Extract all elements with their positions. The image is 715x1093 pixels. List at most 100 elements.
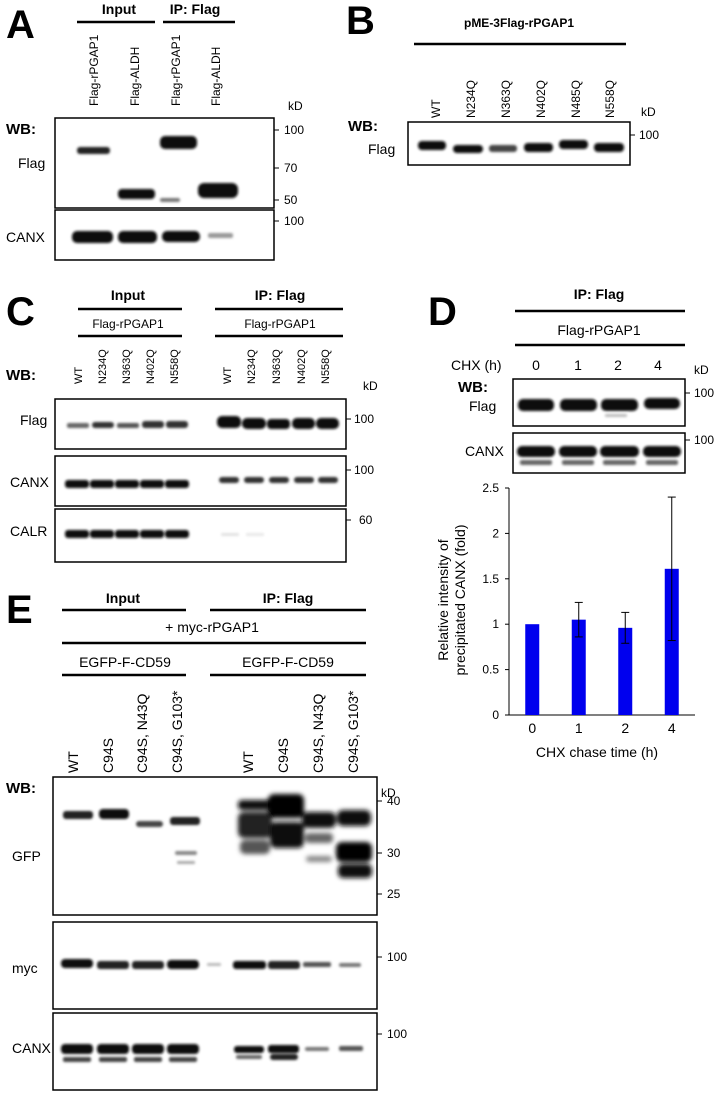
chart-x-tick-label: 4 bbox=[668, 720, 676, 736]
wb-label-b: WB: bbox=[348, 118, 378, 135]
band bbox=[117, 423, 139, 428]
band bbox=[99, 1057, 127, 1062]
lane-label-c-8: N363Q bbox=[271, 349, 283, 384]
band bbox=[517, 446, 555, 457]
lane-label-c-2: N234Q bbox=[97, 349, 109, 384]
bands-myc-e bbox=[61, 959, 361, 969]
panel-letter-d: D bbox=[428, 290, 457, 334]
mw-marker-c-calr: 60 bbox=[359, 513, 373, 527]
chart-bar bbox=[525, 624, 540, 715]
band bbox=[90, 530, 114, 538]
mw-marker-c-canx: 100 bbox=[354, 463, 374, 477]
bands-canx-a bbox=[72, 231, 233, 243]
wb-label-a: WB: bbox=[6, 121, 36, 138]
band bbox=[270, 1054, 298, 1060]
blot-label-flag-d: Flag bbox=[469, 398, 496, 414]
band bbox=[221, 533, 239, 536]
chart-y-tick-label: 0.5 bbox=[482, 663, 499, 677]
band bbox=[65, 530, 89, 538]
blot-label-flag-b: Flag bbox=[368, 141, 395, 157]
lane-label-b-4: N402Q bbox=[534, 80, 548, 118]
band bbox=[136, 821, 163, 827]
band bbox=[643, 446, 681, 457]
blot-frame-gfp-e bbox=[52, 776, 378, 916]
chart-y-tick-label: 1.5 bbox=[482, 572, 499, 586]
lane-label-e-1: WT bbox=[65, 751, 81, 773]
blot-label-canx-c: CANX bbox=[10, 474, 50, 490]
lane-label-e-5: WT bbox=[240, 751, 256, 773]
band bbox=[134, 1057, 162, 1062]
band bbox=[605, 414, 627, 417]
band bbox=[233, 961, 266, 969]
bands-canx-e bbox=[61, 1044, 363, 1062]
blot-label-myc-e: myc bbox=[12, 960, 38, 976]
bands-flag-c bbox=[67, 416, 339, 429]
band bbox=[65, 480, 89, 488]
bands-canx-d bbox=[517, 446, 681, 465]
mw-marker-c-flag: 100 bbox=[354, 412, 374, 426]
band bbox=[208, 233, 233, 238]
band bbox=[63, 811, 93, 819]
band bbox=[217, 416, 241, 428]
band bbox=[644, 398, 680, 409]
band bbox=[236, 1055, 262, 1059]
chart-x-axis-label: CHX chase time (h) bbox=[536, 744, 658, 760]
blot-label-canx-e: CANX bbox=[12, 1040, 52, 1056]
panel-b: B pME-3Flag-rPGAP1 WT N234Q N363Q N402Q … bbox=[346, 0, 659, 166]
band bbox=[177, 861, 195, 864]
band bbox=[418, 141, 446, 150]
group-label-ip-flag-e: IP: Flag bbox=[263, 590, 314, 606]
bands-flag-a bbox=[77, 136, 238, 202]
lane-label-e-6: C94S bbox=[275, 738, 291, 773]
band bbox=[97, 1044, 129, 1054]
band bbox=[292, 418, 315, 429]
canx-quantification-chart: Relative intensity of precipitated CANX … bbox=[435, 481, 695, 760]
kd-label-e: kD bbox=[381, 786, 396, 800]
band bbox=[175, 851, 197, 855]
blot-frame-flag-a bbox=[54, 117, 275, 209]
lane-label-e-2: C94S bbox=[100, 738, 116, 773]
mw-marker-a-100: 100 bbox=[284, 123, 304, 137]
band bbox=[518, 399, 554, 411]
lane-label-b-1: WT bbox=[429, 99, 443, 118]
panel-a: A Input IP: Flag Flag-rPGAP1 Flag-ALDH F… bbox=[6, 1, 304, 261]
band bbox=[77, 147, 110, 154]
panel-letter-a: A bbox=[6, 3, 35, 47]
wb-label-e: WB: bbox=[6, 780, 36, 797]
timepoint-label-d-0: 0 bbox=[532, 357, 540, 373]
bands-gfp-e-input bbox=[63, 809, 200, 864]
lane-label-c-3: N363Q bbox=[121, 349, 133, 384]
mw-marker-a-70: 70 bbox=[284, 161, 298, 175]
lane-label-a-2: Flag-ALDH bbox=[128, 47, 142, 106]
band bbox=[160, 136, 197, 149]
chart-x-tick-label: 2 bbox=[621, 720, 629, 736]
chx-label-d: CHX (h) bbox=[451, 357, 502, 373]
band bbox=[165, 480, 189, 488]
lane-label-b-3: N363Q bbox=[499, 80, 513, 118]
band bbox=[294, 477, 314, 483]
band bbox=[92, 422, 114, 428]
lane-label-b-5: N485Q bbox=[569, 80, 583, 118]
construct-label-e-input: EGFP-F-CD59 bbox=[79, 654, 171, 670]
band bbox=[244, 477, 264, 483]
lane-label-c-6: WT bbox=[222, 367, 234, 384]
band bbox=[267, 419, 290, 429]
band bbox=[219, 477, 239, 483]
band bbox=[316, 418, 339, 429]
kd-label-b: kD bbox=[641, 105, 656, 119]
lane-label-e-3: C94S, N43Q bbox=[134, 694, 150, 773]
mw-marker-d-flag: 100 bbox=[694, 386, 714, 400]
band bbox=[140, 480, 164, 488]
band bbox=[170, 817, 200, 825]
lane-label-a-1: Flag-rPGAP1 bbox=[87, 34, 101, 106]
band bbox=[268, 1045, 299, 1053]
timepoint-label-d-4: 4 bbox=[654, 357, 662, 373]
band bbox=[162, 231, 200, 242]
band bbox=[132, 961, 164, 969]
band bbox=[562, 460, 594, 465]
chart-y-tick-label: 2.5 bbox=[482, 481, 499, 495]
band bbox=[238, 812, 272, 838]
band bbox=[207, 963, 221, 966]
band bbox=[118, 231, 157, 243]
band bbox=[160, 198, 180, 202]
